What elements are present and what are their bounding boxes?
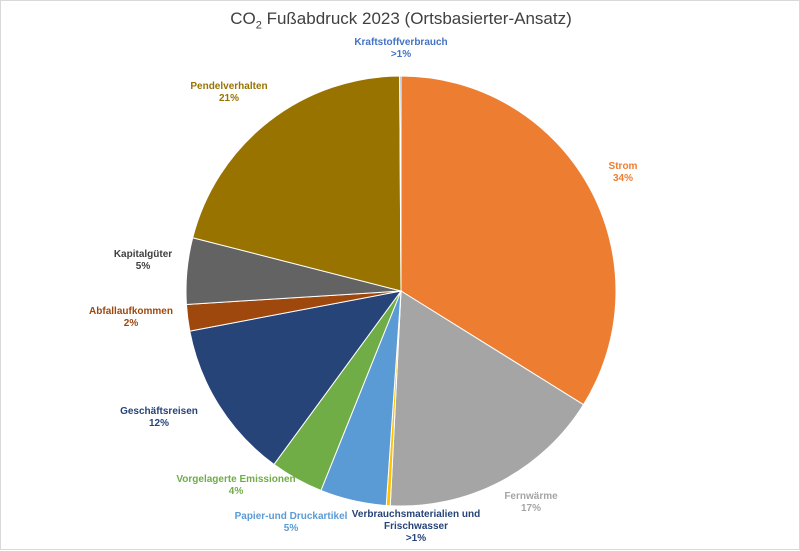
pie-slice-kraftstoffverbrauch bbox=[399, 75, 402, 292]
pie-slice-pendelverhalten bbox=[192, 75, 402, 292]
data-label-strom: Strom 34% bbox=[609, 161, 638, 184]
data-label-papier-und-druckartikel: Papier-und Druckartikel 5% bbox=[235, 511, 348, 534]
data-label-pendelverhalten: Pendelverhalten 21% bbox=[190, 81, 267, 104]
pie-slice-strom bbox=[400, 75, 617, 406]
data-label-fernwärme: Fernwärme 17% bbox=[504, 491, 558, 514]
data-label-abfallaufkommen: Abfallaufkommen 2% bbox=[89, 306, 173, 329]
data-label-kapitalgüter: Kapitalgüter 5% bbox=[114, 249, 172, 272]
data-label-geschäftsreisen: Geschäftsreisen 12% bbox=[120, 406, 198, 429]
data-label-vorgelagerte-emissionen: Vorgelagerte Emissionen 4% bbox=[176, 474, 295, 497]
chart-title-rest: Fußabdruck 2023 (Ortsbasierter-Ansatz) bbox=[261, 9, 572, 28]
pie-slice-geschäftsreisen bbox=[189, 290, 403, 466]
chart-title-main: CO bbox=[230, 9, 256, 28]
chart-title-subscript: 2 bbox=[255, 19, 262, 32]
data-label-kraftstoffverbrauch: Kraftstoffverbrauch >1% bbox=[354, 37, 447, 60]
data-label-verbrauchsmaterialien-und-frischwasser: Verbrauchsmaterialien und Frischwasser >1% bbox=[352, 509, 480, 544]
pie-slice-fernwärme bbox=[389, 290, 585, 507]
chart-title: CO2 Fußabdruck 2023 (Ortsbasierter-Ansat… bbox=[1, 9, 800, 31]
